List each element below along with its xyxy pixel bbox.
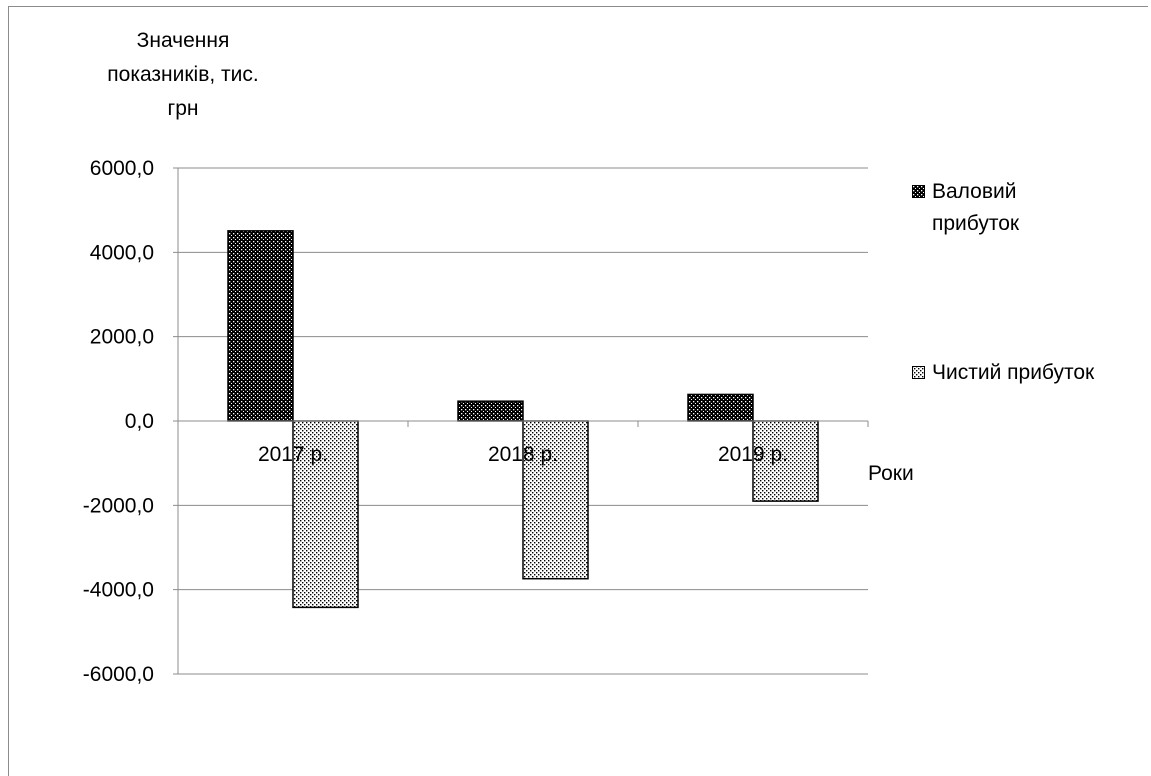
y-axis-title-line-3: грн [167, 97, 199, 120]
legend-swatch-net-profit [912, 366, 925, 379]
legend-item-gross-profit: Валовий прибуток [912, 176, 1072, 240]
y-axis-title-line-1: Значення [136, 29, 230, 52]
legend-label-gross-profit: Валовий прибуток [932, 180, 1020, 235]
y-axis-title-line-2: показників, тис. [107, 63, 259, 86]
y-axis-title: Значення показників, тис. грн [78, 24, 288, 126]
x-axis-title: Роки [868, 462, 914, 485]
legend-swatch-gross-profit [912, 185, 925, 198]
chart-frame [8, 6, 1148, 776]
legend-item-net-profit: Чистий прибуток [912, 357, 1094, 389]
legend-label-net-profit: Чистий прибуток [932, 361, 1095, 384]
